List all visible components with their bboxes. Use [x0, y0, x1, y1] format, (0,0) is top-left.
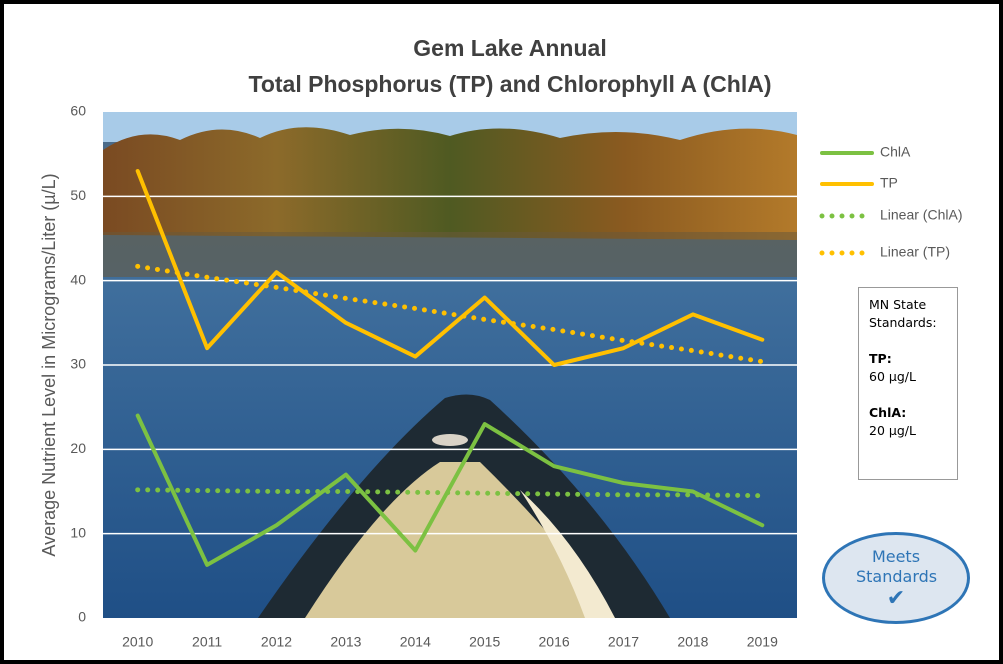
x-tick-label: 2011 — [192, 634, 222, 650]
y-tick-label: 30 — [70, 356, 86, 372]
chart-subtitle: Total Phosphorus (TP) and Chlorophyll A … — [249, 71, 772, 97]
standards-tp-label: TP: — [869, 350, 947, 368]
standards-heading: MN State Standards: — [869, 296, 947, 332]
badge: Meets Standards ✔ — [822, 532, 970, 624]
x-tick-label: 2018 — [677, 634, 708, 650]
legend-label: TP — [880, 175, 898, 191]
legend-label: Linear (TP) — [880, 244, 950, 260]
standards-chla-label: ChlA: — [869, 404, 947, 422]
x-tick-label: 2019 — [747, 634, 778, 650]
check-icon: ✔ — [825, 587, 967, 611]
x-tick-label: 2013 — [330, 634, 361, 650]
standards-tp-value: 60 µg/L — [869, 368, 947, 386]
y-axis-label: Average Nutrient Level in Micrograms/Lit… — [39, 173, 59, 556]
y-tick-label: 0 — [78, 609, 86, 625]
chart-title: Gem Lake Annual — [413, 35, 606, 61]
legend-label: ChlA — [880, 144, 911, 160]
x-tick-label: 2014 — [400, 634, 431, 650]
badge-text: Meets Standards — [856, 547, 936, 587]
y-tick-label: 10 — [70, 524, 86, 540]
standards-chla-value: 20 µg/L — [869, 422, 947, 440]
y-tick-label: 40 — [70, 271, 86, 287]
page: Gem Lake Annual Total Phosphorus (TP) and… — [0, 0, 1003, 664]
x-tick-label: 2012 — [261, 634, 292, 650]
standards-box: MN State Standards: TP: 60 µg/L ChlA: 20… — [858, 287, 958, 480]
y-tick-label: 60 — [70, 103, 86, 119]
legend-label: Linear (ChlA) — [880, 207, 962, 223]
y-tick-label: 20 — [70, 440, 86, 456]
x-tick-label: 2015 — [469, 634, 500, 650]
x-tick-label: 2017 — [608, 634, 639, 650]
x-tick-label: 2016 — [539, 634, 570, 650]
y-tick-label: 50 — [70, 187, 86, 203]
x-tick-label: 2010 — [122, 634, 153, 650]
